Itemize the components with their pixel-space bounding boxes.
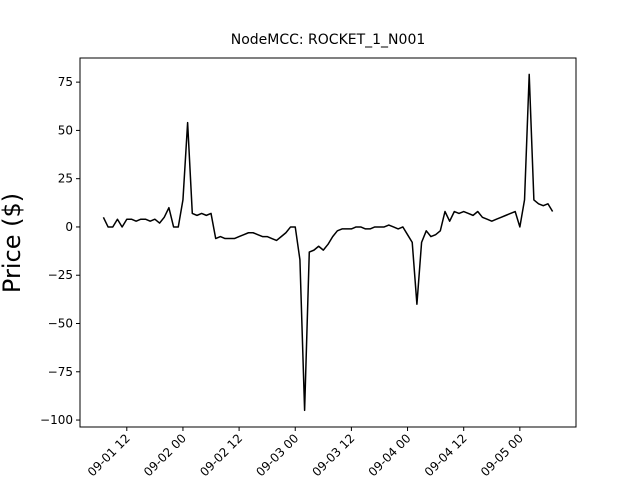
y-tick-label: −25	[48, 268, 73, 282]
chart-title: NodeMCC: ROCKET_1_N001	[231, 32, 426, 48]
y-tick-label: 50	[58, 123, 73, 137]
x-tick-label: 09-01 12	[85, 431, 133, 479]
line-series	[102, 73, 554, 412]
x-tick-label: 09-04 00	[366, 431, 414, 479]
x-tick-label: 09-02 12	[197, 431, 245, 479]
x-tick-label: 09-04 12	[422, 431, 470, 479]
x-tick-label: 09-05 00	[478, 431, 526, 479]
y-tick-label: 0	[65, 220, 73, 234]
x-tick-label: 09-02 00	[141, 431, 189, 479]
x-tick-label: 09-03 00	[253, 431, 301, 479]
y-tick-label: −100	[40, 413, 73, 427]
x-tick-label: 09-03 12	[309, 431, 357, 479]
y-axis-label: Price ($)	[0, 193, 26, 293]
y-tick-label: 25	[58, 172, 73, 186]
y-tick-label: 75	[58, 75, 73, 89]
axes-frame	[79, 57, 577, 428]
y-tick-label: −50	[48, 317, 73, 331]
y-tick-label: −75	[48, 365, 73, 379]
